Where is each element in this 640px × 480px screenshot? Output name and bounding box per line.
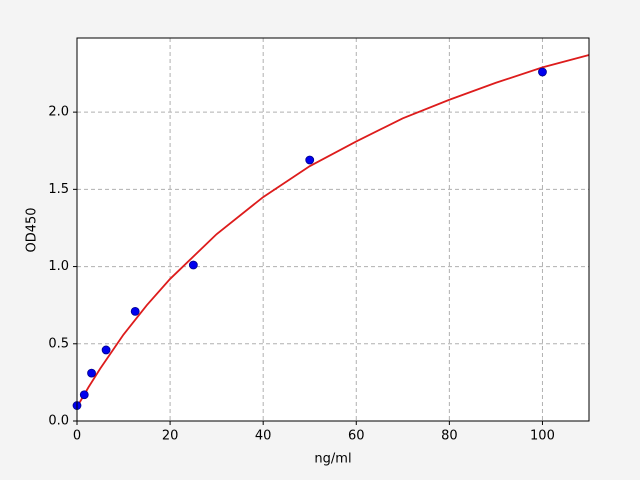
data-point — [538, 67, 547, 77]
y-tick-label: 0.5 — [48, 336, 69, 351]
x-tick-label: 100 — [530, 429, 555, 444]
y-tick-label: 2.0 — [48, 105, 69, 120]
fit-curve — [76, 54, 590, 408]
y-tick-label: 1.0 — [48, 259, 69, 274]
x-tick-label: 20 — [162, 429, 179, 444]
y-axis-label: OD450 — [25, 207, 40, 252]
x-tick-label: 60 — [348, 429, 365, 444]
x-axis-label: ng/ml — [314, 452, 351, 467]
x-tick-label: 80 — [441, 429, 458, 444]
y-tick-label: 0.0 — [48, 414, 69, 429]
data-point — [305, 155, 315, 165]
y-tick-label: 1.5 — [48, 182, 69, 197]
x-tick-label: 40 — [255, 429, 272, 444]
data-point — [101, 345, 111, 355]
data-point — [130, 306, 140, 316]
data-point — [87, 368, 96, 378]
data-point — [79, 390, 89, 400]
plot-area — [77, 38, 589, 421]
data-point — [188, 260, 198, 270]
x-tick-label: 0 — [73, 429, 81, 444]
plot-frame — [76, 37, 590, 422]
